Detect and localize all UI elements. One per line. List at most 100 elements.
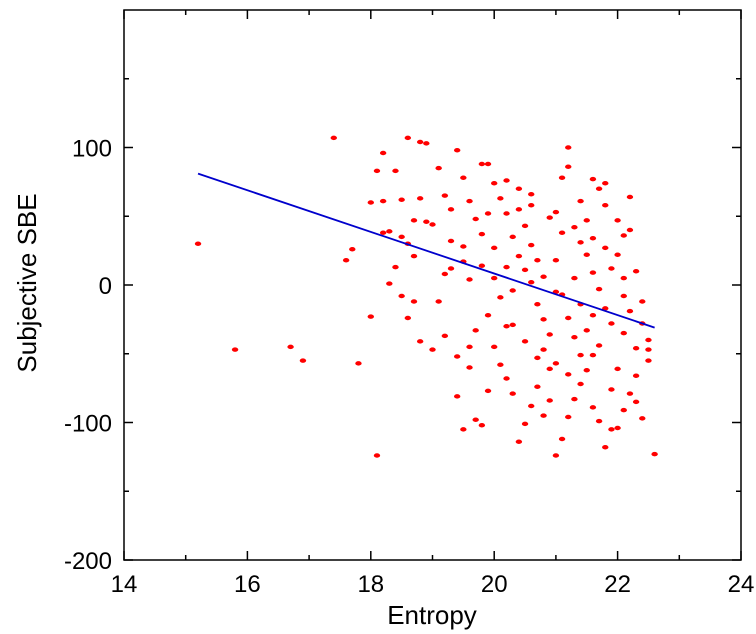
- data-point: [589, 405, 597, 410]
- data-point: [552, 453, 560, 458]
- data-point: [614, 366, 621, 372]
- data-point: [441, 271, 449, 277]
- data-point: [484, 211, 492, 216]
- data-point: [404, 135, 412, 141]
- data-point: [528, 280, 535, 285]
- data-point: [565, 315, 572, 321]
- data-point: [472, 328, 479, 333]
- data-point: [429, 347, 436, 352]
- data-point: [416, 196, 424, 201]
- data-point: [491, 181, 498, 186]
- data-point: [460, 175, 467, 180]
- data-point: [287, 344, 294, 350]
- data-point: [645, 347, 652, 352]
- data-point: [614, 425, 621, 431]
- data-point: [614, 218, 621, 223]
- fit-line-group: [197, 172, 655, 329]
- data-point: [595, 286, 603, 292]
- data-point: [491, 275, 498, 281]
- data-point: [546, 398, 553, 403]
- data-point: [392, 264, 399, 270]
- data-point: [589, 176, 597, 182]
- data-point: [367, 200, 374, 205]
- data-point: [571, 225, 578, 230]
- data-point: [602, 445, 609, 450]
- data-point: [398, 234, 405, 240]
- data-point: [632, 399, 640, 405]
- plot-border: [123, 9, 742, 561]
- data-point: [595, 186, 603, 191]
- data-point: [460, 427, 467, 432]
- data-point: [231, 347, 239, 352]
- data-point: [478, 231, 486, 237]
- data-point: [453, 354, 461, 359]
- data-point: [620, 293, 627, 299]
- data-point: [466, 344, 473, 350]
- data-point: [194, 241, 202, 246]
- data-point: [540, 274, 547, 279]
- data-point: [447, 207, 455, 212]
- data-point: [453, 394, 461, 399]
- data-point: [386, 229, 393, 234]
- data-point: [484, 388, 492, 394]
- data-point: [472, 417, 479, 422]
- x-tick-label: 20: [481, 571, 508, 598]
- data-point: [546, 366, 553, 372]
- data-point: [478, 161, 486, 167]
- data-point: [466, 277, 473, 282]
- data-point: [589, 352, 597, 358]
- data-point: [528, 242, 535, 248]
- x-tick-label: 14: [111, 571, 138, 598]
- data-point: [552, 361, 560, 366]
- data-point: [571, 335, 578, 340]
- data-point: [632, 346, 640, 351]
- data-point: [583, 368, 590, 373]
- data-point: [565, 414, 572, 420]
- data-point: [429, 222, 436, 227]
- data-point: [466, 365, 473, 370]
- y-tick-label: -200: [64, 548, 112, 575]
- data-point: [515, 186, 523, 191]
- data-point: [515, 439, 523, 444]
- data-point: [632, 373, 640, 378]
- data-point: [521, 267, 529, 273]
- data-point: [639, 299, 646, 304]
- data-point: [540, 347, 547, 352]
- x-tick-label: 18: [357, 571, 384, 598]
- data-point: [410, 253, 418, 259]
- data-point: [447, 238, 455, 244]
- data-point: [540, 413, 547, 418]
- data-point: [602, 181, 609, 186]
- data-point: [632, 269, 640, 274]
- data-point: [602, 203, 609, 208]
- data-point: [577, 198, 584, 204]
- data-point: [484, 161, 492, 167]
- data-point: [608, 387, 615, 392]
- data-point: [608, 427, 615, 432]
- data-point: [583, 218, 590, 223]
- data-point: [497, 196, 504, 201]
- data-point: [367, 314, 374, 319]
- data-point: [521, 223, 529, 229]
- data-point: [441, 193, 449, 198]
- data-point: [515, 207, 523, 212]
- y-tick-label: 100: [72, 136, 112, 163]
- x-axis-label: Entropy: [387, 600, 477, 630]
- data-point: [602, 245, 609, 251]
- data-point: [589, 236, 597, 241]
- data-point: [410, 218, 418, 223]
- x-tick-label: 16: [234, 571, 261, 598]
- axis-tick-labels: 14 16 18 20 22 24 -200 -100 0 100: [64, 136, 754, 599]
- data-point: [491, 245, 498, 251]
- data-point: [571, 396, 578, 402]
- data-point: [626, 194, 634, 200]
- data-point: [497, 295, 504, 300]
- data-point: [626, 391, 634, 396]
- data-point: [404, 315, 412, 321]
- x-tick-label: 24: [728, 571, 755, 598]
- data-point: [299, 358, 307, 363]
- y-axis-label: Subjective SBE: [12, 193, 42, 372]
- data-point: [509, 288, 516, 293]
- data-point: [595, 343, 603, 348]
- data-point: [602, 306, 609, 311]
